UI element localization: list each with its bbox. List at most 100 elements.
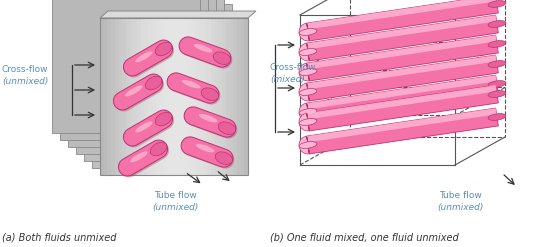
Bar bbox=[68, 0, 216, 147]
Bar bbox=[207, 18, 211, 175]
Polygon shape bbox=[307, 85, 496, 119]
Bar bbox=[218, 18, 222, 175]
Polygon shape bbox=[299, 43, 309, 61]
Ellipse shape bbox=[130, 151, 148, 162]
Polygon shape bbox=[307, 55, 498, 101]
Ellipse shape bbox=[146, 76, 162, 90]
Ellipse shape bbox=[299, 89, 317, 95]
Polygon shape bbox=[307, 35, 498, 81]
Ellipse shape bbox=[196, 144, 215, 152]
Polygon shape bbox=[299, 103, 309, 121]
Text: (mixed): (mixed) bbox=[270, 75, 305, 84]
Bar bbox=[156, 18, 159, 175]
Bar bbox=[111, 18, 115, 175]
Bar bbox=[181, 18, 185, 175]
Ellipse shape bbox=[299, 109, 317, 115]
Polygon shape bbox=[307, 108, 496, 142]
Bar bbox=[237, 18, 241, 175]
Bar bbox=[196, 18, 200, 175]
Ellipse shape bbox=[488, 114, 506, 120]
Bar bbox=[230, 18, 233, 175]
Ellipse shape bbox=[299, 29, 317, 35]
Bar bbox=[118, 18, 122, 175]
Bar bbox=[104, 18, 108, 175]
Ellipse shape bbox=[299, 119, 317, 125]
Bar bbox=[129, 18, 133, 175]
Ellipse shape bbox=[218, 122, 235, 134]
Polygon shape bbox=[167, 73, 219, 103]
Polygon shape bbox=[307, 0, 498, 41]
Bar bbox=[108, 18, 111, 175]
Polygon shape bbox=[307, 75, 498, 121]
Bar bbox=[133, 18, 137, 175]
Bar bbox=[200, 18, 204, 175]
Ellipse shape bbox=[150, 142, 167, 156]
Bar bbox=[166, 18, 170, 175]
Bar bbox=[122, 18, 126, 175]
Polygon shape bbox=[124, 40, 173, 76]
Bar bbox=[144, 18, 148, 175]
Text: (b) One fluid mixed, one fluid unmixed: (b) One fluid mixed, one fluid unmixed bbox=[270, 232, 458, 242]
Bar bbox=[244, 18, 248, 175]
Ellipse shape bbox=[488, 21, 506, 27]
Text: Tube flow: Tube flow bbox=[154, 191, 196, 200]
Ellipse shape bbox=[299, 69, 317, 75]
Bar bbox=[170, 18, 174, 175]
Bar bbox=[126, 18, 129, 175]
Polygon shape bbox=[307, 15, 498, 61]
Text: Cross-flow: Cross-flow bbox=[2, 65, 49, 74]
Bar bbox=[193, 18, 196, 175]
Polygon shape bbox=[186, 108, 238, 139]
Polygon shape bbox=[307, 108, 498, 154]
Ellipse shape bbox=[488, 0, 506, 7]
Polygon shape bbox=[307, 35, 496, 69]
Bar bbox=[174, 18, 178, 175]
Polygon shape bbox=[299, 136, 309, 154]
Bar bbox=[52, 0, 200, 133]
Polygon shape bbox=[181, 38, 232, 69]
Polygon shape bbox=[169, 74, 220, 105]
Bar bbox=[115, 18, 118, 175]
Polygon shape bbox=[118, 140, 167, 176]
Bar bbox=[137, 18, 141, 175]
Polygon shape bbox=[299, 113, 309, 131]
Polygon shape bbox=[125, 41, 174, 78]
Ellipse shape bbox=[299, 142, 317, 148]
Bar bbox=[204, 18, 207, 175]
Text: (unmixed): (unmixed) bbox=[2, 77, 48, 86]
Ellipse shape bbox=[135, 122, 152, 132]
Ellipse shape bbox=[215, 152, 233, 165]
Polygon shape bbox=[181, 137, 233, 167]
Ellipse shape bbox=[199, 114, 218, 122]
Ellipse shape bbox=[488, 61, 506, 67]
Bar bbox=[100, 18, 104, 175]
Polygon shape bbox=[179, 37, 231, 67]
Ellipse shape bbox=[155, 112, 172, 126]
Ellipse shape bbox=[299, 49, 317, 55]
Ellipse shape bbox=[182, 80, 201, 88]
Polygon shape bbox=[299, 23, 309, 41]
Ellipse shape bbox=[213, 52, 231, 64]
Ellipse shape bbox=[201, 88, 219, 101]
Ellipse shape bbox=[488, 41, 506, 47]
Ellipse shape bbox=[488, 91, 506, 97]
Polygon shape bbox=[182, 138, 234, 169]
Polygon shape bbox=[124, 110, 173, 146]
Bar bbox=[159, 18, 163, 175]
Polygon shape bbox=[307, 75, 496, 109]
Polygon shape bbox=[307, 15, 496, 49]
Bar bbox=[241, 18, 244, 175]
Text: (unmixed): (unmixed) bbox=[437, 203, 483, 212]
Polygon shape bbox=[307, 85, 498, 131]
Polygon shape bbox=[307, 55, 496, 89]
Ellipse shape bbox=[155, 42, 172, 56]
Text: Cross-flow: Cross-flow bbox=[270, 63, 317, 72]
Ellipse shape bbox=[125, 85, 143, 96]
Text: (unmixed): (unmixed) bbox=[152, 203, 198, 212]
Polygon shape bbox=[184, 107, 236, 137]
Bar bbox=[92, 11, 240, 168]
Bar bbox=[152, 18, 156, 175]
Bar bbox=[100, 18, 248, 175]
Polygon shape bbox=[120, 142, 169, 178]
Bar bbox=[76, 0, 224, 154]
